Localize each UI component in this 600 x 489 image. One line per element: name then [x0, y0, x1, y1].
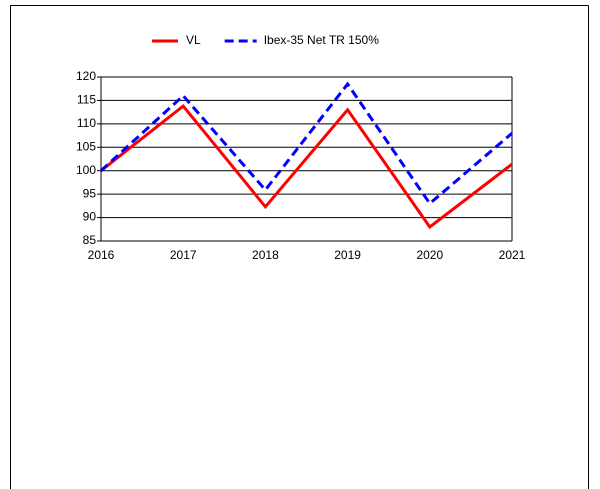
x-tick-label: 2017	[170, 248, 197, 262]
legend-label: Ibex-35 Net TR 150%	[264, 33, 380, 47]
x-tick-label: 2019	[334, 248, 361, 262]
y-tick-label: 120	[76, 69, 96, 83]
y-tick-label: 90	[83, 210, 97, 224]
y-tick-label: 100	[76, 163, 96, 177]
y-tick-label: 115	[77, 93, 96, 107]
y-tick-label: 110	[77, 116, 96, 130]
y-tick-label: 95	[83, 186, 97, 200]
x-tick-label: 2020	[416, 248, 443, 262]
series-line	[100, 103, 513, 230]
y-tick-label: 85	[83, 233, 97, 247]
legend-label: VL	[186, 33, 201, 47]
x-tick-label: 2016	[88, 248, 115, 262]
series-line	[99, 81, 513, 206]
x-tick-label: 2021	[499, 248, 526, 262]
y-tick-label: 105	[76, 139, 96, 153]
x-tick-label: 2018	[252, 248, 279, 262]
